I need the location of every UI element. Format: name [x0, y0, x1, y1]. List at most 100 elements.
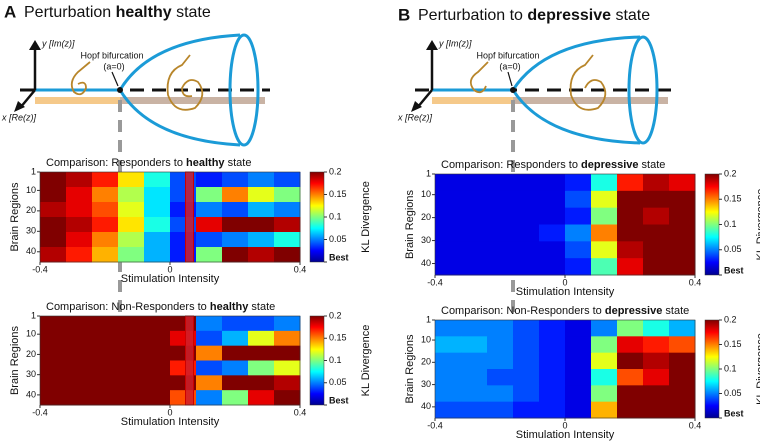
heatmap-cell — [513, 369, 540, 386]
colorbar-label: KL Divergence — [755, 333, 760, 405]
heatmap-cell — [40, 345, 67, 361]
heatmap-cell — [669, 190, 696, 209]
heatmap-cell — [513, 385, 540, 403]
heatmap-cell — [435, 207, 462, 225]
heatmap-cell — [144, 217, 171, 233]
y-axis-label: y [Im(z)] — [41, 38, 75, 48]
heatmap-cell — [118, 172, 145, 188]
heatmap-cell — [248, 375, 275, 391]
heatmap-cell — [40, 217, 67, 233]
heatmap-cell — [40, 390, 67, 406]
heatmap-cell — [248, 202, 275, 218]
heatmap-cell — [274, 217, 301, 233]
panel-title: Perturbation healthy state — [24, 4, 211, 21]
colorbar-tick-label: Best — [329, 252, 349, 262]
heatmap-cell — [144, 390, 171, 406]
title-part: Comparison: Non-Responders to — [46, 301, 210, 313]
heatmap-cell — [565, 385, 592, 403]
heatmap-cell — [196, 360, 223, 376]
heatmap-cell — [643, 369, 670, 386]
x-tick-label: 0 — [167, 407, 172, 417]
heatmap-cell — [435, 258, 462, 276]
colorbar-tick-label: 0.1 — [724, 363, 737, 373]
colorbar — [309, 315, 325, 406]
heatmap-cell — [435, 190, 462, 209]
heatmap-cell — [248, 217, 275, 233]
heatmap-cell — [196, 187, 223, 203]
heatmap-cell — [222, 172, 249, 188]
heatmap-cell — [118, 202, 145, 218]
heatmap-cell — [617, 224, 644, 242]
heatmap-cell — [669, 336, 696, 354]
heatmap-cell — [248, 247, 275, 263]
heatmap-cell — [591, 190, 618, 209]
heatmap-cell — [643, 352, 670, 370]
heatmap-cell — [196, 390, 223, 406]
heatmap-cell — [222, 187, 249, 203]
y-axis-label: Brain Regions — [404, 334, 416, 404]
title-part: depressive — [605, 305, 662, 317]
heatmap-cell — [565, 207, 592, 225]
heatmap-cell — [92, 202, 119, 218]
y-tick-label: 40 — [421, 258, 431, 268]
heatmap-cell — [565, 401, 592, 419]
heatmap-cell — [274, 202, 301, 218]
heatmap-cell — [66, 345, 93, 361]
heatmap-cell — [222, 360, 249, 376]
heatmap-cell — [539, 385, 566, 403]
colorbar-label: KL Divergence — [360, 181, 372, 253]
heatmap-cell — [144, 172, 171, 188]
heatmap-cell — [66, 202, 93, 218]
heatmap-cell — [118, 330, 145, 347]
heatmap-cell — [669, 369, 696, 386]
heatmap-cell — [643, 190, 670, 209]
heatmap-cell — [565, 224, 592, 242]
heatmap-cell — [40, 360, 67, 376]
heatmap-cell — [435, 385, 462, 403]
heatmap-cell — [196, 217, 223, 233]
title-part: Comparison: Non-Responders to — [441, 305, 605, 317]
heatmap-cell — [669, 320, 696, 337]
heatmap-cell — [435, 241, 462, 259]
heatmap-cell — [196, 316, 223, 332]
title-part: healthy — [186, 157, 225, 169]
title-part: Comparison: Responders to — [46, 157, 186, 169]
heatmap-cell — [591, 336, 618, 354]
heatmap-cell — [435, 369, 462, 386]
heatmap-cell — [274, 375, 301, 391]
heatmap-cell — [118, 316, 145, 332]
heatmap-cell — [669, 174, 696, 192]
heatmap-cell — [274, 345, 301, 361]
chart-title: Comparison: Responders to healthy state — [46, 157, 251, 169]
x-axis-label: Stimulation Intensity — [516, 286, 615, 298]
heatmap-cell — [487, 258, 514, 276]
heatmap-cell — [513, 207, 540, 225]
x-tick-label: 0 — [562, 277, 567, 287]
heatmap-cell — [196, 202, 223, 218]
heatmap-cell — [118, 360, 145, 376]
heatmap-cell — [66, 330, 93, 347]
y-tick-label: 1 — [31, 310, 36, 320]
colorbar — [309, 171, 325, 263]
heatmap-cell — [591, 401, 618, 419]
colorbar-tick-label: Best — [329, 395, 349, 405]
heatmap-cell — [487, 336, 514, 354]
heatmap-cell — [248, 232, 275, 248]
heatmap-cell — [539, 320, 566, 337]
heatmap-cell — [669, 352, 696, 370]
heatmap-cell — [461, 174, 488, 192]
heatmap-cell — [118, 390, 145, 406]
y-tick-label: 30 — [26, 226, 36, 236]
panel-title: Perturbation to depressive state — [418, 7, 650, 24]
heatmap-cell — [40, 330, 67, 347]
heatmap-cell — [643, 258, 670, 276]
colorbar-tick-label: 0.05 — [724, 244, 742, 254]
heatmap-cell — [274, 330, 301, 347]
y-tick-label: 20 — [26, 349, 36, 359]
heatmap-cell — [92, 172, 119, 188]
heatmap-cell — [248, 345, 275, 361]
y-tick-label: 20 — [421, 357, 431, 367]
chart-title: Comparison: Non-Responders to depressive… — [441, 305, 689, 317]
heatmap-cell — [617, 258, 644, 276]
heatmap-cell — [643, 241, 670, 259]
